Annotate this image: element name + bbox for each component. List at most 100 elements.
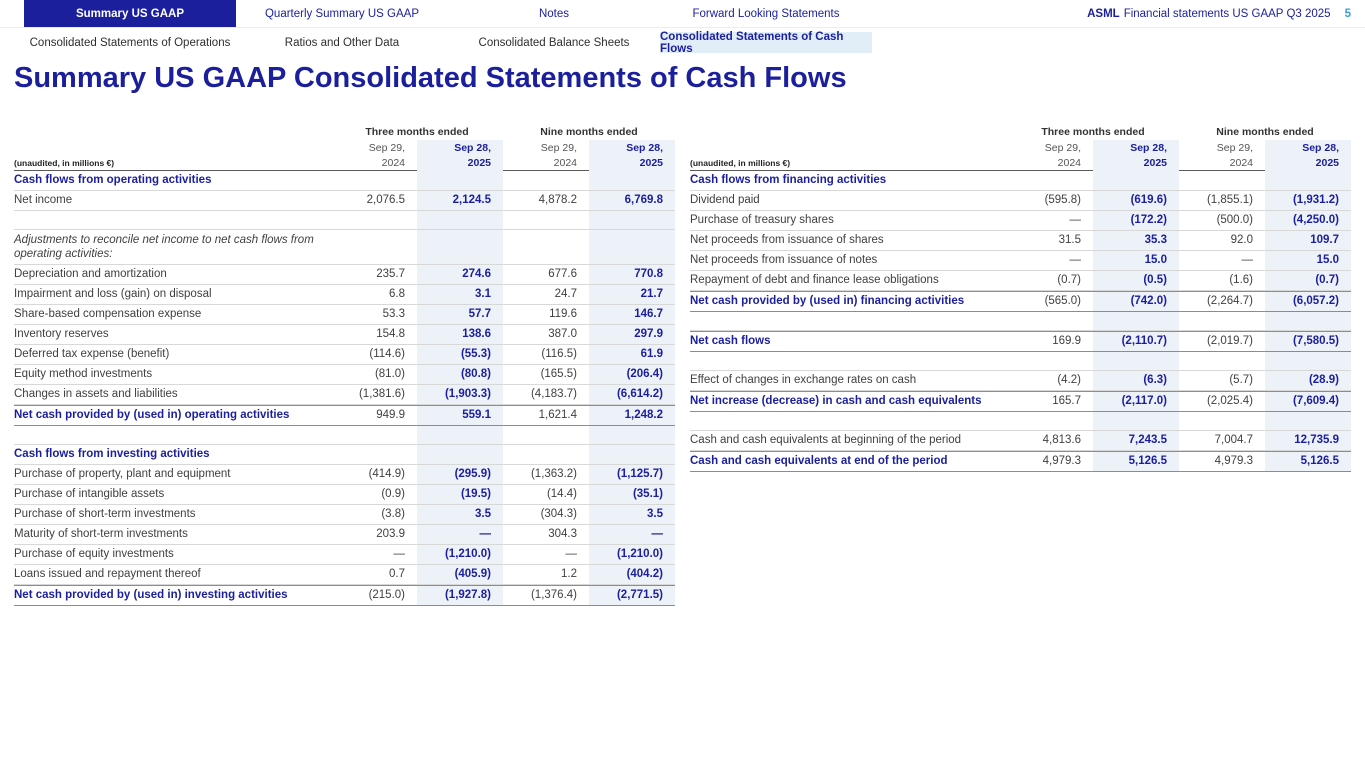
section-header: Cash flows from investing activities [14, 448, 210, 460]
cell-value: 53.3 [382, 308, 405, 320]
cell-value: 7,004.7 [1214, 434, 1253, 446]
cell-value: (595.8) [1044, 194, 1081, 206]
cell-value [1093, 412, 1179, 430]
cell-value [331, 211, 417, 229]
cell-value: 1,621.4 [538, 409, 577, 421]
row-label: Net increase (decrease) in cash and cash… [690, 395, 982, 407]
cell-value [417, 426, 503, 444]
date-column-header: Sep 28, 2025 [1093, 140, 1179, 171]
date-line2: 2024 [381, 157, 405, 169]
cell-value [331, 230, 417, 264]
cell-value: 109.7 [1265, 231, 1351, 250]
table-row-adjustments-to-reconcile-net-income-to-net-cash-flows-from-operating-activities: Adjustments to reconcile net income to n… [14, 230, 675, 265]
cell-value: (35.1) [589, 485, 675, 504]
top-tab-quarterly-summary-us-gaap[interactable]: Quarterly Summary US GAAP [264, 7, 419, 20]
table-row-spacer [690, 312, 1351, 331]
table-row-impairment-and-loss-gain-on-disposal: Impairment and loss (gain) on disposal 6.… [14, 285, 675, 305]
cell-value: 3.5 [589, 505, 675, 524]
cell-value: (1,927.8) [417, 586, 503, 605]
top-tab-summary-us-gaap[interactable]: Summary US GAAP [24, 0, 236, 27]
cell-value: 24.7 [554, 288, 577, 300]
cell-value: — [589, 525, 675, 544]
cell-value: (1,381.6) [358, 388, 405, 400]
unaudited-note: (unaudited, in millions €) [14, 158, 115, 168]
cell-value: (2,025.4) [1206, 395, 1253, 407]
cell-value: 2,124.5 [417, 191, 503, 210]
cell-value: 203.9 [376, 528, 405, 540]
top-tab-notes[interactable]: Notes [538, 7, 570, 20]
cell-value: (5.7) [1229, 374, 1253, 386]
cell-value: 6,769.8 [589, 191, 675, 210]
cell-value: 146.7 [589, 305, 675, 324]
cell-value: (742.0) [1093, 292, 1179, 311]
cell-value: (2,117.0) [1093, 392, 1179, 411]
table-row-net-cash-flows: Net cash flows 169.9 (2,110.7) (2,019.7) (7,… [690, 331, 1351, 352]
row-label: Net income [14, 194, 73, 206]
cell-value: (116.5) [541, 348, 577, 360]
cell-value: 6.8 [389, 288, 405, 300]
cell-value: 0.7 [389, 568, 405, 580]
cell-value [503, 426, 589, 444]
top-navigation: Summary US GAAP Quarterly Summary US GAAP… [0, 0, 1365, 28]
period-group-header: Three months ended [365, 126, 469, 138]
cell-value [417, 171, 503, 190]
row-label: Purchase of property, plant and equipmen… [14, 468, 231, 480]
cell-value: 2,076.5 [366, 194, 405, 206]
date-line1: Sep 28, [1130, 142, 1167, 154]
date-line1: Sep 29, [1216, 142, 1253, 154]
subnav-item-consolidated-statements-of-cash-flows[interactable]: Consolidated Statements of Cash Flows [660, 31, 872, 55]
cell-value: 165.7 [1052, 395, 1081, 407]
cell-value: (6,614.2) [589, 385, 675, 404]
cell-value: 169.9 [1052, 335, 1081, 347]
cell-value [1007, 412, 1093, 430]
section-header: Cash flows from operating activities [14, 174, 212, 186]
row-label: Net proceeds from issuance of notes [690, 254, 878, 266]
cash-flow-table-left: Three months ended Nine months ended (unau… [14, 124, 675, 606]
date-column-header: Sep 29, 2024 [503, 140, 589, 171]
date-line2: 2025 [639, 157, 663, 169]
subnav-item-ratios-and-other-data[interactable]: Ratios and Other Data [284, 36, 400, 49]
period-group-header: Nine months ended [1216, 126, 1314, 138]
date-header-row: (unaudited, in millions €) Sep 29, 2024 Sep… [14, 140, 675, 171]
date-header-row: (unaudited, in millions €) Sep 29, 2024 Sep… [690, 140, 1351, 171]
table-row-net-income: Net income 2,076.5 2,124.5 4,878.2 6,769.8 [14, 191, 675, 211]
cell-value: (414.9) [368, 468, 405, 480]
period-group-row: Three months ended Nine months ended [14, 124, 675, 140]
cell-value: (1,363.2) [530, 468, 577, 480]
cell-value: (1,210.0) [589, 545, 675, 564]
cell-value: (7,580.5) [1265, 332, 1351, 351]
cell-value: — [417, 525, 503, 544]
row-label: Net cash provided by (used in) investing… [14, 589, 288, 601]
top-tab-forward-looking-statements[interactable]: Forward Looking Statements [692, 7, 840, 20]
table-row-spacer [690, 412, 1351, 431]
table-row-purchase-of-short-term-investments: Purchase of short-term investments (3.8) 3… [14, 505, 675, 525]
cell-value: (28.9) [1265, 371, 1351, 390]
date-line1: Sep 28, [1302, 142, 1339, 154]
table-row-loans-issued-and-repayment-thereof: Loans issued and repayment thereof 0.7 (40… [14, 565, 675, 585]
cell-value [589, 426, 675, 444]
cell-value: — [393, 548, 406, 560]
table-row-spacer [14, 211, 675, 230]
cell-value: (4,250.0) [1265, 211, 1351, 230]
note-label: Adjustments to reconcile net income to n… [14, 234, 314, 260]
cell-value: (1,125.7) [589, 465, 675, 484]
cell-value: 138.6 [417, 325, 503, 344]
cell-value: 35.3 [1093, 231, 1179, 250]
date-column-header: Sep 28, 2025 [1265, 140, 1351, 171]
table-row-spacer [690, 352, 1351, 371]
row-label: Deferred tax expense (benefit) [14, 348, 170, 360]
cell-value: 274.6 [417, 265, 503, 284]
cell-value: (19.5) [417, 485, 503, 504]
row-label: Changes in assets and liabilities [14, 388, 178, 400]
table-row-dividend-paid: Dividend paid (595.8) (619.6) (1,855.1) (1,9… [690, 191, 1351, 211]
subnav-item-consolidated-statements-of-operations[interactable]: Consolidated Statements of Operations [29, 36, 231, 49]
table-row-equity-method-investments: Equity method investments (81.0) (80.8) (16… [14, 365, 675, 385]
cell-value: (0.9) [381, 488, 405, 500]
cell-value: (2,264.7) [1206, 295, 1253, 307]
date-line2: 2024 [553, 157, 577, 169]
subnav-item-consolidated-balance-sheets[interactable]: Consolidated Balance Sheets [478, 36, 630, 49]
cell-value: (165.5) [540, 368, 577, 380]
cell-value: (55.3) [417, 345, 503, 364]
cell-value: 4,979.3 [1042, 455, 1081, 467]
date-column-header: Sep 29, 2024 [331, 140, 417, 171]
